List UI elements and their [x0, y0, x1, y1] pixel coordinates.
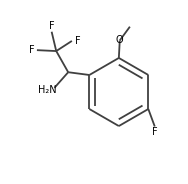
Text: F: F	[75, 36, 80, 46]
Text: F: F	[29, 45, 34, 55]
Text: H₂N: H₂N	[38, 85, 57, 95]
Text: F: F	[152, 127, 158, 137]
Text: O: O	[115, 35, 123, 45]
Text: F: F	[49, 21, 55, 31]
